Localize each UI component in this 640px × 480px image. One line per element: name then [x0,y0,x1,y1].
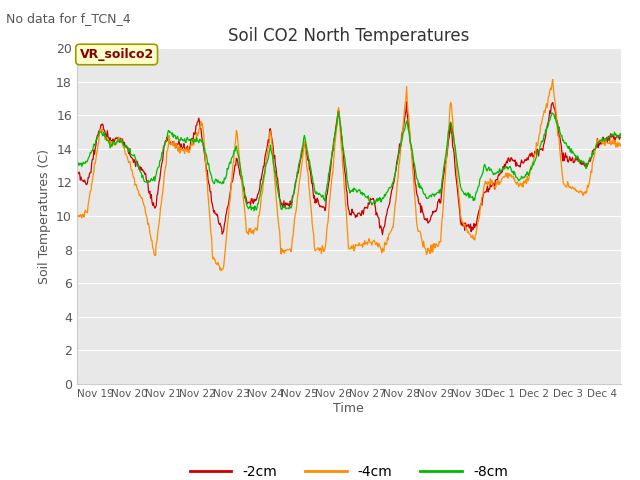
-8cm [335,109,342,115]
-4cm [285,247,292,253]
-2cm [437,200,445,206]
-4cm [264,144,272,149]
-8cm [137,169,145,175]
-8cm [617,132,625,138]
Line: -4cm: -4cm [77,80,621,270]
Line: -2cm: -2cm [77,102,621,235]
Y-axis label: Soil Temperatures (C): Soil Temperatures (C) [38,148,51,284]
-4cm [237,173,245,179]
-8cm [250,208,258,214]
Legend: -2cm, -4cm, -8cm: -2cm, -4cm, -8cm [184,459,513,480]
-4cm [406,124,413,130]
-2cm [403,99,410,105]
Text: No data for f_TCN_4: No data for f_TCN_4 [6,12,131,25]
-8cm [406,138,414,144]
-2cm [137,167,145,173]
-2cm [379,232,387,238]
-8cm [285,206,292,212]
Text: VR_soilco2: VR_soilco2 [79,48,154,61]
-8cm [73,165,81,171]
-2cm [406,139,414,145]
-4cm [436,239,444,245]
Title: Soil CO2 North Temperatures: Soil CO2 North Temperatures [228,27,470,45]
-4cm [617,143,625,149]
-8cm [237,167,244,172]
-8cm [264,156,272,161]
-8cm [437,187,445,192]
-4cm [549,77,557,83]
-2cm [237,173,244,179]
-2cm [264,141,271,147]
-2cm [73,168,81,173]
-4cm [73,209,81,215]
-2cm [617,134,625,140]
-4cm [218,267,225,273]
Line: -8cm: -8cm [77,112,621,211]
-4cm [137,194,145,200]
-2cm [284,203,292,208]
X-axis label: Time: Time [333,402,364,415]
